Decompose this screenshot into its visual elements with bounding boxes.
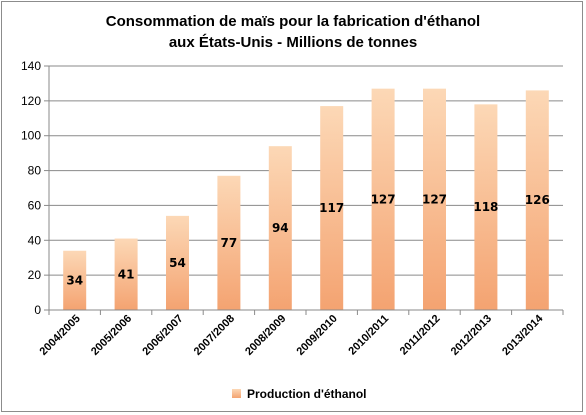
bars (63, 88, 549, 311)
bar-2011/2012 (423, 88, 446, 311)
chart-title-line-1: Consommation de maïs pour la fabrication… (106, 13, 480, 30)
legend-label: Production d'éthanol (247, 387, 367, 401)
bar-2005/2006 (114, 238, 138, 310)
y-tick-label: 140 (21, 59, 41, 73)
x-tick-label-2008/2009: 2008/2009 (243, 313, 288, 358)
bar-2004/2005 (63, 250, 87, 310)
bar-2009/2010 (320, 106, 344, 310)
y-tick-label: 0 (34, 303, 41, 317)
bar-2006/2007 (166, 215, 189, 310)
data-label-2010/2011: 127 (371, 192, 396, 206)
data-label-2006/2007: 54 (169, 256, 186, 270)
y-tick-label: 20 (28, 268, 42, 282)
data-label-2009/2010: 117 (319, 201, 344, 215)
x-tick-label-2011/2012: 2011/2012 (398, 313, 443, 358)
y-tick-label: 100 (21, 129, 41, 143)
x-tick-label-2004/2005: 2004/2005 (38, 313, 83, 358)
data-label-2004/2005: 34 (66, 273, 83, 287)
legend: Production d'éthanol (232, 387, 367, 401)
y-tick-label: 40 (28, 233, 42, 247)
x-tick-label-2007/2008: 2007/2008 (192, 313, 237, 358)
x-tick-label-2013/2014: 2013/2014 (500, 312, 546, 358)
x-tick-label-2005/2006: 2005/2006 (89, 313, 134, 358)
y-tick-label: 120 (21, 94, 41, 108)
data-label-2005/2006: 41 (118, 267, 135, 281)
data-label-2007/2008: 77 (221, 236, 238, 250)
bar-2007/2008 (217, 175, 241, 310)
bar-2012/2013 (474, 104, 498, 310)
data-label-2012/2013: 118 (473, 200, 498, 214)
y-axis: 0 20 40 60 80 100 120 140 (21, 59, 50, 317)
data-label-2013/2014: 126 (525, 193, 550, 207)
chart-title-line-2: aux États-Unis - Millions de tonnes (169, 34, 417, 51)
x-axis: 2004/2005 2005/2006 2006/2007 2007/2008 2008… (38, 309, 564, 358)
x-tick-label-2009/2010: 2009/2010 (295, 313, 340, 358)
x-tick-label-2010/2011: 2010/2011 (346, 313, 391, 358)
y-tick-label: 60 (28, 198, 42, 212)
x-tick-label-2012/2013: 2012/2013 (449, 313, 494, 358)
x-tick-label-2006/2007: 2006/2007 (140, 313, 185, 358)
bar-2010/2011 (371, 88, 395, 311)
bar-2008/2009 (268, 146, 292, 310)
data-labels: 34 41 54 77 94 117 127 127 118 126 (66, 192, 549, 287)
legend-swatch (232, 389, 241, 398)
data-label-2008/2009: 94 (272, 221, 289, 235)
data-label-2011/2012: 127 (422, 192, 447, 206)
y-tick-label: 80 (28, 164, 42, 178)
bar-2013/2014 (525, 90, 549, 311)
